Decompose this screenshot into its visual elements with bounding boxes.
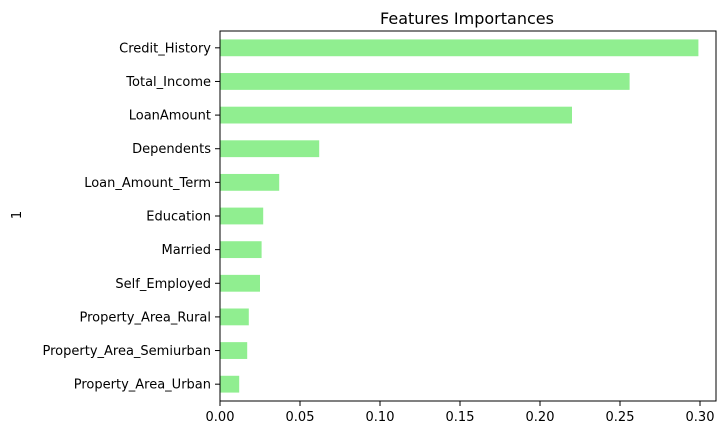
bar-education: [220, 207, 264, 225]
bar-property-area-urban: [220, 375, 240, 393]
y-tick-label-loan-amount-term: Loan_Amount_Term: [84, 176, 211, 191]
y-tick-label-loanamount: LoanAmount: [129, 109, 211, 124]
x-tick-label: 0.30: [686, 410, 715, 425]
bar-loanamount: [220, 106, 572, 124]
chart-title: Features Importances: [380, 9, 554, 28]
y-tick-label-dependents: Dependents: [132, 142, 211, 157]
y-tick-label-married: Married: [161, 243, 211, 258]
y-tick-layer: Credit_History Total_Income LoanAmount Depe…: [43, 41, 220, 393]
y-axis-label: 1: [10, 211, 25, 219]
bar-property-area-rural: [220, 308, 249, 326]
plot-frame: [219, 30, 717, 402]
bar-married: [220, 241, 262, 259]
y-tick-label-property-area-rural: Property_Area_Rural: [79, 310, 211, 325]
x-tick-label: 0.15: [446, 410, 475, 425]
y-tick-label-property-area-urban: Property_Area_Urban: [74, 378, 211, 393]
x-tick-label: 0.05: [286, 410, 315, 425]
x-tick-label: 0.00: [206, 410, 235, 425]
bar-loan-amount-term: [220, 173, 280, 191]
x-tick-label: 0.10: [366, 410, 395, 425]
x-tick-label: 0.25: [606, 410, 635, 425]
bar-self-employed: [220, 274, 260, 292]
bar-dependents: [220, 140, 320, 158]
bar-property-area-semiurban: [220, 342, 248, 359]
bar-total-income: [220, 73, 630, 90]
y-tick-label-education: Education: [146, 210, 211, 225]
y-tick-label-total-income: Total_Income: [125, 75, 211, 90]
y-tick-label-self-employed: Self_Employed: [115, 277, 211, 292]
y-tick-label-property-area-semiurban: Property_Area_Semiurban: [43, 344, 212, 359]
bars-layer: [220, 39, 699, 393]
x-tick-label: 0.20: [526, 410, 555, 425]
bar-credit-history: [220, 39, 699, 57]
x-tick-layer: 0.00 0.05 0.10 0.15 0.20 0.25 0.30: [206, 401, 715, 425]
y-tick-label-credit-history: Credit_History: [119, 41, 211, 56]
